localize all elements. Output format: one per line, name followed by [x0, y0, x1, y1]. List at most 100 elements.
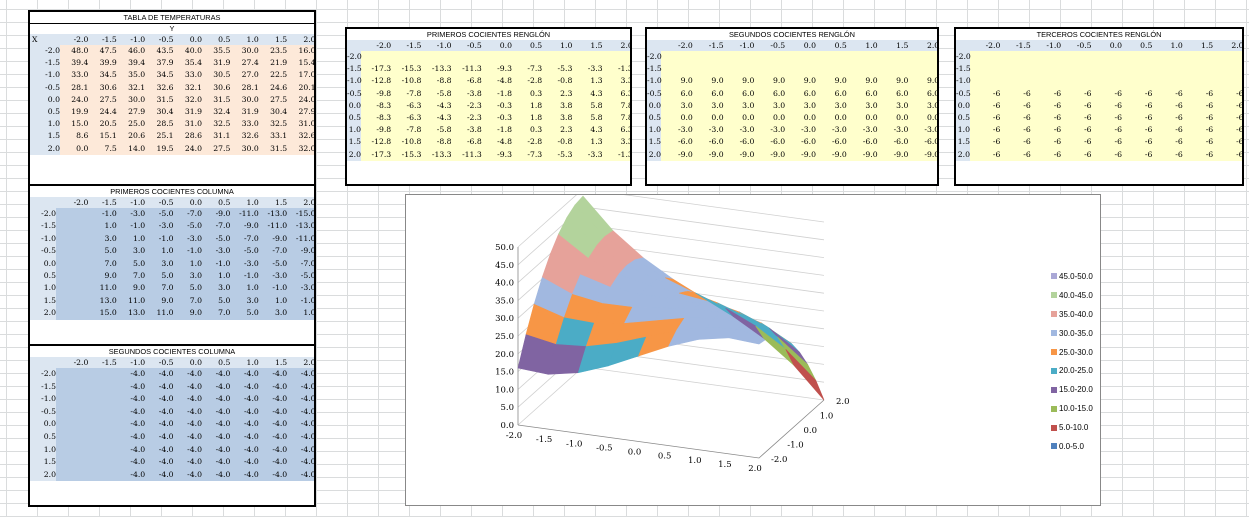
table-cell: 1.0	[161, 246, 174, 256]
table-cell: 7.8	[620, 113, 632, 122]
row-header: -1.5	[41, 221, 56, 231]
table-cell: 5.0	[246, 308, 259, 318]
header-row-bg	[30, 34, 314, 45]
table-cell: 1.0	[218, 271, 231, 280]
column-header: 2.0	[926, 41, 939, 50]
table-cell: -4.0	[300, 406, 316, 416]
table-cell: 31.9	[213, 58, 231, 68]
table-cell: 2.3	[560, 125, 573, 135]
table-cell: -4.0	[300, 469, 316, 479]
table-cell: -6	[1144, 88, 1153, 98]
legend-item: 40.0-45.0	[1051, 286, 1093, 305]
table-cell: -6	[1175, 113, 1183, 122]
row-header: 2.0	[957, 149, 970, 159]
table-cell: 24.0	[184, 143, 202, 153]
table-cell: -4.0	[243, 457, 259, 467]
temperature_table-title: TABLA DE TEMPERATURAS	[30, 12, 314, 24]
table-cell: -6	[1144, 137, 1153, 147]
table-cell: -4.0	[187, 406, 202, 416]
table-cell: -5.3	[557, 64, 573, 74]
table-cell: -2.3	[466, 113, 482, 122]
table-cell: -7.0	[187, 209, 202, 218]
table-cell: -1.3	[617, 64, 632, 74]
table-cell: -6	[1205, 137, 1214, 147]
table-cell: -13.3	[431, 149, 452, 159]
column-header: 1.5	[896, 41, 909, 50]
first-row-quotients-table: PRIMEROS COCIENTES RENGLÓN -2.0 -1.5 -1.0 -0…	[345, 27, 632, 186]
table-cell: -6	[1023, 125, 1031, 135]
table-cell: 30.0	[128, 94, 146, 104]
table-cell: -6	[1053, 88, 1062, 98]
row-header: -0.5	[347, 88, 362, 98]
column-header: 1.0	[246, 35, 259, 44]
table-cell: -1.0	[243, 271, 259, 280]
table-cell: -6	[1205, 113, 1214, 122]
table-cell: -6.3	[406, 113, 422, 122]
column-header: 0.5	[1140, 41, 1153, 50]
column-header: -1.0	[130, 198, 146, 207]
table-cell: -9.0	[893, 149, 909, 159]
table-cell: -7.8	[406, 125, 422, 135]
table-cell: 9.0	[711, 76, 724, 86]
table-cell: -6	[1023, 88, 1031, 98]
legend-label: 0.0-5.0	[1059, 441, 1084, 451]
column-header: 0.0	[499, 41, 512, 50]
column-header: 2.0	[620, 41, 632, 50]
table-cell: -5.3	[557, 149, 573, 159]
table-cell: -4.8	[497, 137, 512, 147]
column-header: 1.0	[246, 358, 259, 367]
row-header: 0.0	[43, 419, 56, 429]
table-cell: -4.3	[436, 100, 452, 110]
row-header-bg	[30, 45, 60, 155]
table-cell: 31.5	[213, 94, 231, 104]
legend-swatch	[1051, 330, 1057, 337]
z-tick-label: 10.0	[495, 385, 514, 395]
legend-item: 35.0-40.0	[1051, 305, 1093, 324]
table-cell: -6	[1175, 149, 1183, 159]
column-header: -1.5	[101, 35, 117, 44]
table-cell: 9.0	[772, 76, 786, 86]
row-header: 0.5	[957, 113, 970, 122]
first-column-quotients-table: PRIMEROS COCIENTES COLUMNA -2.0 -1.5 -1.0 -0…	[28, 184, 316, 346]
legend-item: 15.0-20.0	[1051, 380, 1093, 399]
table-cell: -7.3	[527, 149, 543, 159]
table-cell: 14.0	[128, 143, 146, 153]
table-cell: 0.3	[529, 125, 543, 135]
table-cell: -4.3	[436, 113, 452, 122]
table-cell: -4.0	[158, 406, 174, 416]
legend-label: 40.0-45.0	[1059, 290, 1093, 300]
table-cell: -5.8	[436, 88, 452, 98]
table-cell: -4.0	[130, 469, 146, 479]
table-cell: -4.0	[130, 369, 146, 378]
table-cell: -4.0	[187, 369, 202, 378]
table-cell: -9.0	[243, 221, 259, 231]
column-header: 2.0	[303, 358, 316, 367]
row-header: -2.0	[347, 52, 362, 61]
surface-chart[interactable]: 0.0 5.0 10.0 15.0 20.0 25.0 30.0 35.0 40.0 45.0 50…	[405, 188, 1101, 506]
column-header: 2.0	[1231, 41, 1244, 50]
legend-item: 0.0-5.0	[1051, 437, 1093, 456]
legend-label: 45.0-50.0	[1059, 271, 1093, 281]
table-cell: 4.3	[590, 88, 603, 98]
table-cell: 47.5	[99, 46, 117, 55]
table-cell: -6.0	[708, 137, 724, 147]
table-cell: 13.0	[128, 308, 146, 318]
table-cell: -6	[1114, 137, 1122, 147]
table-cell: -12.8	[371, 137, 392, 147]
table-cell: -1.8	[497, 125, 512, 135]
row-header-bg	[647, 51, 661, 161]
table-cell: -6	[992, 113, 1001, 122]
table-cell: 3.0	[246, 295, 259, 305]
table-cell: 24.4	[99, 107, 117, 116]
z-tick-label: 5.0	[500, 403, 514, 413]
table-cell: 0.0	[865, 113, 878, 122]
table-cell: 46.0	[128, 46, 146, 55]
table-cell: -6	[1023, 149, 1031, 159]
table-cell: 3.8	[560, 113, 573, 122]
table-cell: -4.0	[215, 469, 231, 479]
table-cell: -4.0	[243, 469, 259, 479]
table-cell: 15.0	[99, 308, 117, 318]
table-cell: -7.0	[243, 233, 259, 243]
table-cell: 3.0	[132, 246, 146, 256]
table-cell: -17.3	[371, 149, 392, 159]
